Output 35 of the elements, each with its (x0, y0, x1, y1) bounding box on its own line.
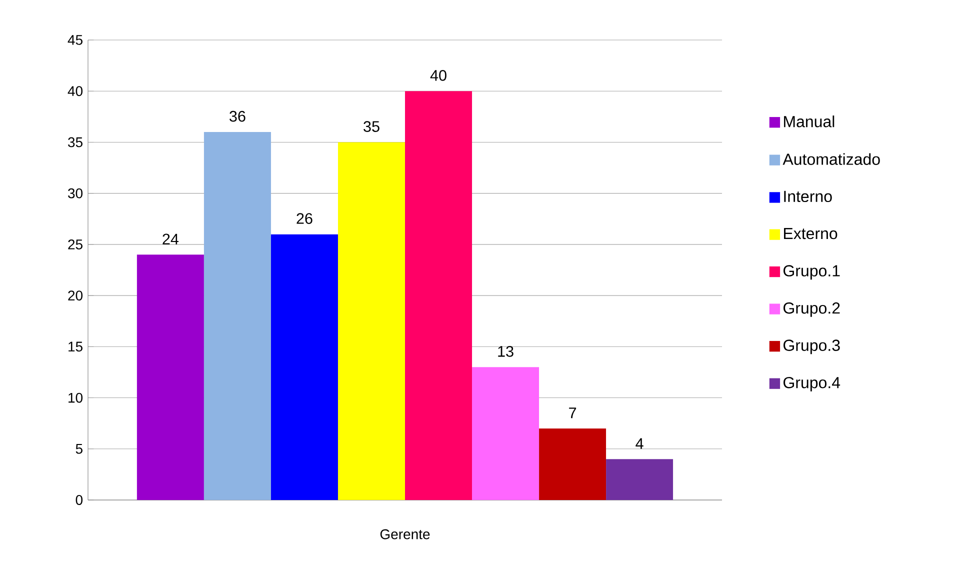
bar (405, 91, 472, 500)
legend-label: Grupo.1 (784, 265, 840, 280)
legend-label: Grupo.2 (784, 302, 840, 317)
legend-label: Externo (784, 228, 838, 240)
data-label: 24 (162, 234, 179, 244)
data-label: 35 (364, 121, 380, 132)
data-label: 4 (636, 438, 644, 449)
y-tick-label: 15 (68, 342, 82, 352)
y-tick-label: 20 (68, 290, 83, 301)
legend-label: Grupo.3 (784, 340, 840, 354)
bar (472, 367, 540, 500)
legend-label: Automatizado (782, 153, 880, 165)
legend-label: Interno (784, 190, 832, 202)
legend-label: Grupo.4 (784, 376, 840, 392)
data-label: 13 (498, 346, 514, 357)
bar (338, 142, 406, 500)
bar (136, 254, 204, 500)
y-tick-label: 10 (68, 392, 83, 403)
y-tick-label: 5 (76, 444, 82, 454)
bar (539, 428, 606, 500)
bar (204, 132, 271, 500)
y-tick-label: 30 (68, 188, 83, 198)
bar (606, 459, 674, 500)
data-label: 36 (230, 110, 246, 122)
y-tick-label: 35 (68, 137, 82, 148)
data-label: 7 (569, 408, 576, 418)
bar (270, 234, 338, 500)
y-tick-label: 25 (68, 239, 82, 250)
data-label: 26 (296, 213, 312, 224)
x-tick-label: Gerente (380, 529, 430, 540)
data-label: 40 (430, 70, 446, 81)
y-tick-label: 0 (76, 495, 83, 505)
y-tick-label: 45 (68, 35, 82, 45)
y-tick-label: 40 (68, 86, 83, 96)
legend-label: Manual (784, 116, 834, 128)
